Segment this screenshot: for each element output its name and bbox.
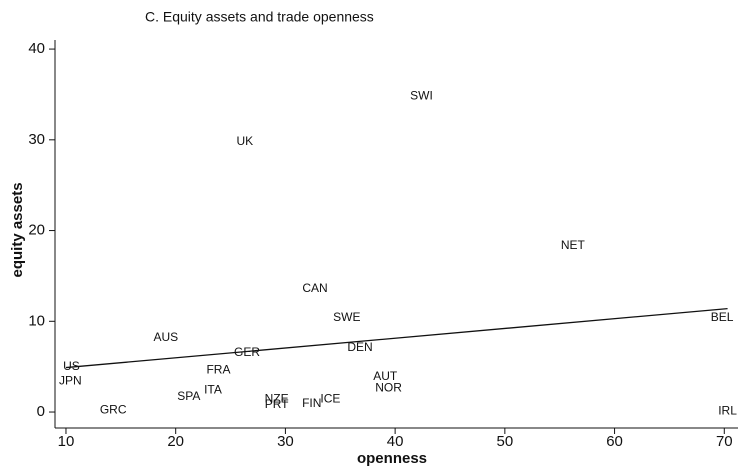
point-label: SWI bbox=[410, 88, 433, 102]
point-label: SPA bbox=[177, 389, 200, 403]
y-tick-label: 40 bbox=[28, 40, 45, 57]
point-label: ICE bbox=[320, 391, 340, 405]
point-label: PRT bbox=[265, 397, 289, 411]
x-axis-label: openness bbox=[357, 450, 427, 467]
y-tick-label: 20 bbox=[28, 222, 45, 239]
point-label: GRC bbox=[100, 402, 127, 416]
point-label: FRA bbox=[206, 362, 230, 376]
point-label: UK bbox=[236, 134, 253, 148]
x-tick-label: 60 bbox=[606, 433, 623, 450]
x-tick-label: 10 bbox=[58, 433, 75, 450]
x-tick-label: 40 bbox=[387, 433, 404, 450]
y-tick-label: 10 bbox=[28, 312, 45, 329]
point-label: NET bbox=[561, 238, 586, 252]
x-tick-label: 20 bbox=[167, 433, 184, 450]
point-label: AUT bbox=[373, 369, 398, 383]
point-label: FIN bbox=[302, 396, 321, 410]
fit-line bbox=[65, 307, 728, 369]
point-label: BEL bbox=[711, 310, 734, 324]
x-tick-label: 50 bbox=[497, 433, 514, 450]
chart-title: C. Equity assets and trade openness bbox=[145, 9, 374, 25]
x-tick-label: 70 bbox=[716, 433, 733, 450]
y-tick-label: 0 bbox=[37, 403, 45, 420]
point-label: NZE bbox=[265, 391, 289, 405]
y-tick-label: 30 bbox=[28, 131, 45, 148]
point-label: US bbox=[63, 359, 80, 373]
point-label: ITA bbox=[204, 382, 222, 396]
point-label: AUS bbox=[153, 330, 178, 344]
point-label: CAN bbox=[302, 281, 327, 295]
y-axis-label: equity assets bbox=[9, 182, 26, 277]
point-label: NOR bbox=[375, 381, 402, 395]
point-label: GER bbox=[234, 345, 260, 359]
point-label: JPN bbox=[59, 373, 82, 387]
point-label: SWE bbox=[333, 310, 360, 324]
x-tick-label: 30 bbox=[277, 433, 294, 450]
point-label: IRL bbox=[718, 403, 737, 417]
point-label: DEN bbox=[347, 340, 372, 354]
